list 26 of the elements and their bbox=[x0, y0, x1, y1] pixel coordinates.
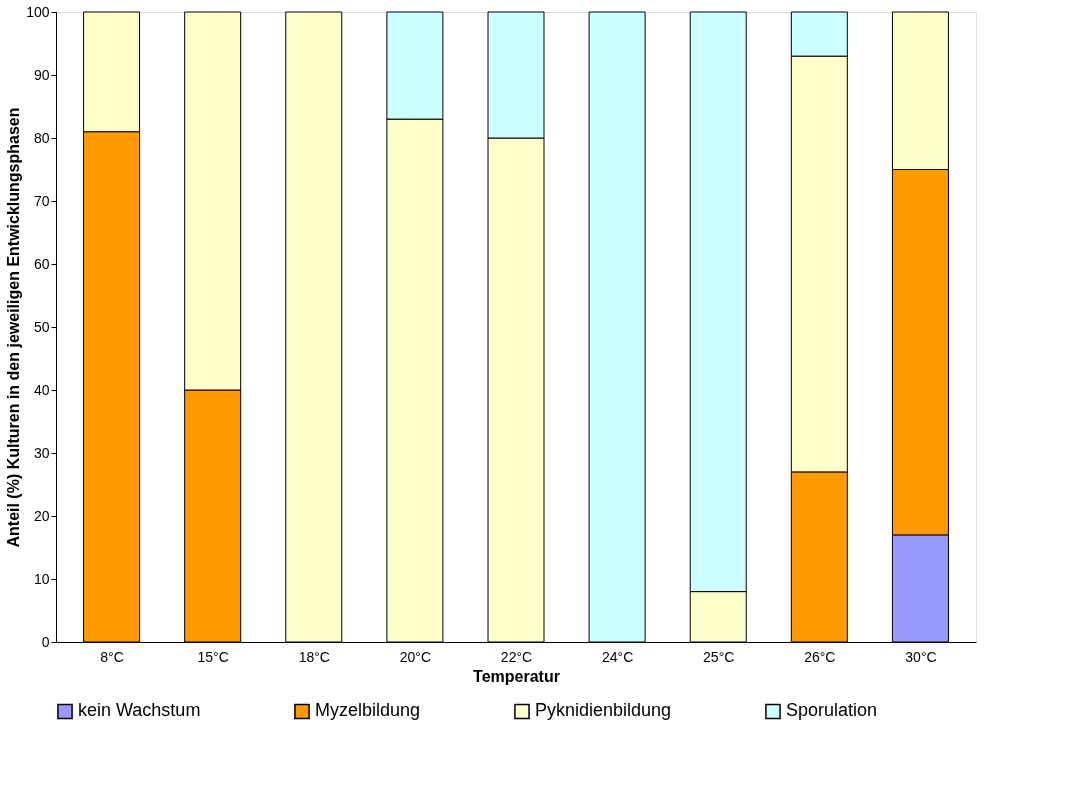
x-tick-label: 30°C bbox=[905, 648, 937, 665]
y-tick-label: 0 bbox=[41, 633, 50, 650]
x-tick-label: 22°C bbox=[500, 648, 533, 665]
x-tick-label: 18°C bbox=[298, 648, 330, 665]
y-tick-label: 60 bbox=[33, 255, 50, 272]
y-tick-label: 90 bbox=[33, 66, 50, 83]
x-tick-label: 15°C bbox=[197, 648, 229, 665]
y-tick-label: 100 bbox=[26, 3, 50, 20]
y-tick-label: 40 bbox=[33, 381, 50, 398]
legend-label: kein Wachstum bbox=[78, 700, 201, 721]
y-tick-label: 70 bbox=[33, 192, 50, 209]
y-tick-label: 30 bbox=[33, 444, 50, 461]
y-axis-title: Anteil (%) Kulturen in den jeweiligen Entwicklungsphasen bbox=[5, 107, 23, 548]
y-tick-label: 50 bbox=[33, 318, 50, 335]
x-tick-label: 24°C bbox=[601, 648, 634, 665]
legend-label: Pyknidienbildung bbox=[535, 700, 672, 721]
y-tick-label: 20 bbox=[33, 507, 50, 524]
x-tick-label: 20°C bbox=[399, 648, 432, 665]
x-tick-label: 8°C bbox=[100, 648, 124, 665]
y-tick-label: 80 bbox=[33, 129, 50, 146]
legend-label: Myzelbildung bbox=[315, 700, 421, 721]
x-axis-title: Temperatur bbox=[473, 667, 560, 685]
y-tick-label: 10 bbox=[33, 570, 50, 587]
x-tick-label: 26°C bbox=[804, 648, 836, 665]
x-tick-label: 25°C bbox=[703, 648, 735, 665]
legend-label: Sporulation bbox=[786, 700, 878, 721]
